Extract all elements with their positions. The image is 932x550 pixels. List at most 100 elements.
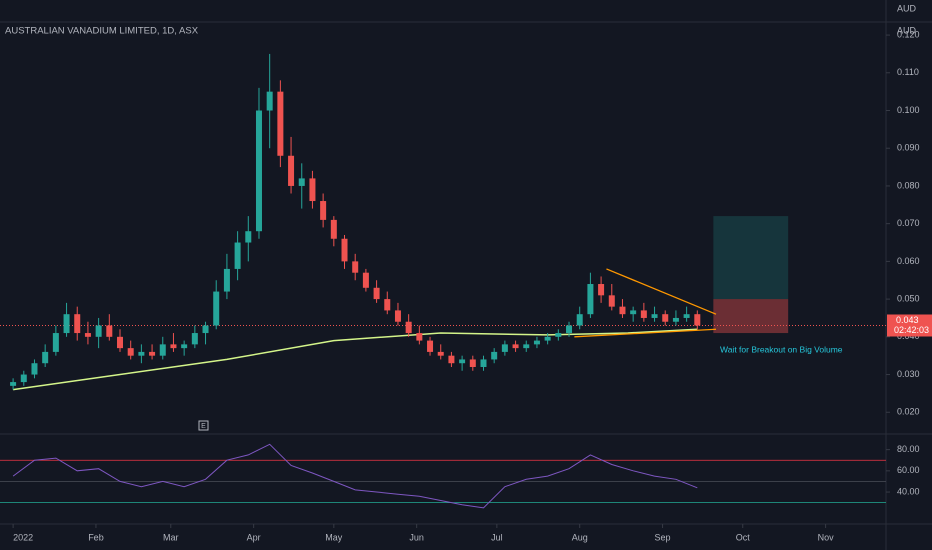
rsi-line <box>12 443 698 509</box>
candle-body <box>181 344 188 349</box>
rsi-tick-label: 60.00 <box>897 465 920 475</box>
y-tick-label: 0.110 <box>897 67 919 77</box>
candle-body <box>491 351 498 360</box>
currency: AUD <box>897 25 917 35</box>
candle-body <box>288 155 295 186</box>
candle-body <box>533 340 540 345</box>
candle-body <box>352 261 359 273</box>
price-tag <box>887 314 932 337</box>
earnings-icon[interactable] <box>198 420 209 431</box>
stop-zone <box>713 299 789 334</box>
candle-body <box>63 314 70 334</box>
candle-body <box>266 91 273 111</box>
candle-body <box>74 314 81 334</box>
candle-body <box>320 201 327 220</box>
candle-body <box>469 359 476 367</box>
x-tick-label: May <box>325 532 343 542</box>
target-zone <box>713 216 789 300</box>
candle-body <box>298 178 305 186</box>
candle-body <box>459 359 466 364</box>
candle-body <box>117 336 124 349</box>
x-tick-label: Nov <box>818 532 835 542</box>
candle-body <box>598 284 605 296</box>
candle-body <box>544 336 551 341</box>
candle-body <box>95 325 102 337</box>
candle-body <box>437 351 444 356</box>
rsi-tick-label: 80.00 <box>897 444 920 454</box>
x-tick-label: Apr <box>247 532 261 542</box>
price-tag-label: 0.043 <box>896 315 919 325</box>
candle-body <box>10 382 17 386</box>
candle-body <box>362 272 369 288</box>
x-tick-label: Feb <box>88 532 104 542</box>
candle-body <box>330 219 337 239</box>
candle-body <box>127 348 134 356</box>
candle-body <box>651 314 658 318</box>
y-tick-label: 0.020 <box>897 407 920 417</box>
candle-body <box>427 340 434 352</box>
y-tick-label: 0.100 <box>897 105 920 115</box>
candle-body <box>501 344 508 352</box>
x-tick-label: Oct <box>736 532 751 542</box>
chart-title: AUSTRALIAN VANADIUM LIMITED, 1D, ASX <box>5 26 199 37</box>
earnings-icon-label: E <box>201 423 206 430</box>
candle-body <box>384 299 391 311</box>
candle-body <box>42 351 49 364</box>
rsi-tick-label: 40.00 <box>897 486 920 496</box>
candle-body <box>694 314 701 326</box>
x-tick-label: Sep <box>655 532 671 542</box>
candle-body <box>234 242 241 269</box>
candle-body <box>672 317 679 322</box>
candle-body <box>31 363 38 375</box>
candle-body <box>149 351 156 356</box>
annotation: Wait for Breakout on Big Volume <box>720 344 843 354</box>
candle-body <box>416 333 423 341</box>
candle-body <box>640 310 647 318</box>
candle-body <box>555 333 562 337</box>
candle-body <box>608 295 615 307</box>
candle-body <box>373 287 380 300</box>
currency: AUD <box>897 3 917 13</box>
candle-body <box>255 110 262 232</box>
y-tick-label: 0.060 <box>897 256 920 266</box>
candle-body <box>576 314 583 326</box>
candle-body <box>448 355 455 364</box>
candle-body <box>512 344 519 349</box>
candle-body <box>309 178 316 202</box>
candle-body <box>480 359 487 367</box>
trend-line <box>574 328 717 338</box>
candle-body <box>170 344 177 349</box>
candle-body <box>138 351 145 356</box>
trend-line <box>606 268 717 315</box>
x-tick-label: 2022 <box>13 532 33 542</box>
candle-body <box>405 321 412 334</box>
y-tick-label: 0.050 <box>897 293 920 303</box>
candle-body <box>191 333 198 345</box>
y-tick-label: 0.030 <box>897 369 920 379</box>
candle-body <box>159 344 166 356</box>
candle-body <box>106 325 113 337</box>
candle-body <box>683 314 690 318</box>
x-tick-label: Aug <box>572 532 588 542</box>
x-tick-label: Mar <box>163 532 179 542</box>
candle-body <box>587 284 594 315</box>
candle-body <box>213 291 220 326</box>
candle-body <box>394 310 401 322</box>
x-tick-label: Jun <box>409 532 424 542</box>
candle-body <box>630 310 637 315</box>
candle-body <box>277 91 284 156</box>
y-tick-label: 0.070 <box>897 218 920 228</box>
candle-body <box>245 231 252 243</box>
candle-body <box>20 374 27 383</box>
y-tick-label: 0.120 <box>897 29 920 39</box>
candle-body <box>202 325 209 334</box>
y-tick-label: 0.090 <box>897 143 920 153</box>
candle-body <box>523 344 530 349</box>
candle-body <box>223 268 230 292</box>
candle-body <box>52 333 59 352</box>
candle-body <box>84 333 91 337</box>
y-tick-label: 0.080 <box>897 180 920 190</box>
x-tick-label: Jul <box>491 532 503 542</box>
